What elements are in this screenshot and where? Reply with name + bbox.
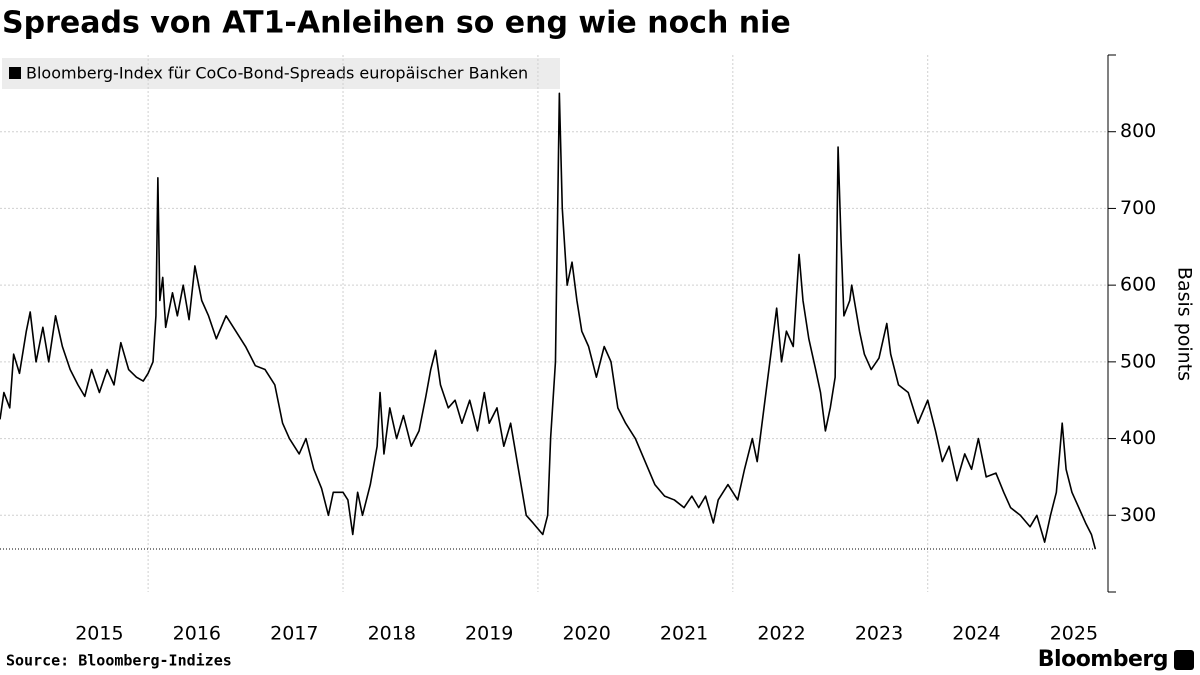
- y-tick-label: 600: [1120, 274, 1156, 296]
- x-tick-label: 2019: [465, 623, 513, 645]
- x-tick-label: 2018: [368, 623, 416, 645]
- y-tick-label: 700: [1120, 197, 1156, 219]
- x-tick-label: 2025: [1050, 623, 1098, 645]
- line-series: [0, 92, 1097, 550]
- y-tick-label: 400: [1120, 427, 1156, 449]
- x-tick-label: 2015: [75, 623, 123, 645]
- y-tick-label: 500: [1120, 350, 1156, 372]
- source: Source: Bloomberg-Indizes: [6, 652, 232, 670]
- x-tick-label: 2023: [855, 623, 903, 645]
- x-tick-label: 2016: [173, 623, 221, 645]
- brand: Bloomberg: [1038, 647, 1168, 672]
- x-tick-label: 2022: [757, 623, 805, 645]
- chart-title: Spreads von AT1-Anleihen so eng wie noch…: [2, 6, 791, 41]
- y-axis-label: Basis points: [1174, 267, 1196, 381]
- y-tick-label: 800: [1120, 120, 1156, 142]
- legend-swatch: [9, 67, 21, 79]
- y-tick-label: 300: [1120, 504, 1156, 526]
- x-tick-label: 2021: [660, 623, 708, 645]
- legend-label: Bloomberg-Index für CoCo-Bond-Spreads eu…: [26, 64, 528, 83]
- x-tick-label: 2020: [562, 623, 610, 645]
- legend-box: [2, 58, 560, 89]
- x-tick-label: 2017: [270, 623, 318, 645]
- brand-icon: [1174, 650, 1194, 670]
- x-tick-label: 2024: [952, 623, 1000, 645]
